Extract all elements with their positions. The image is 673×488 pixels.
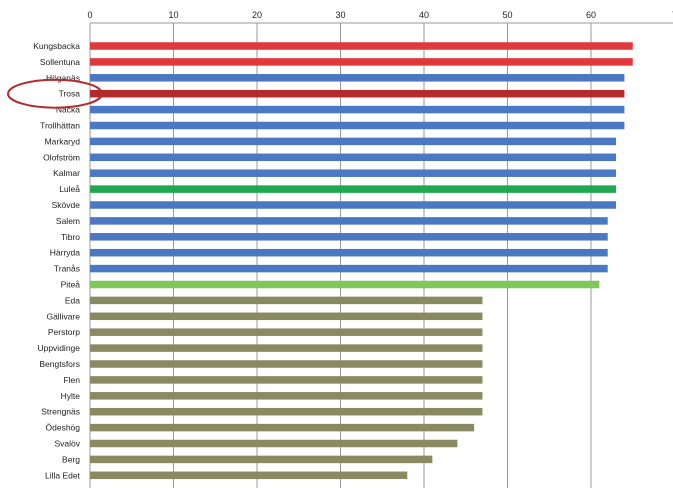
category-label: Berg: [62, 454, 80, 464]
category-label: Kungsbacka: [33, 41, 80, 51]
bar: [90, 217, 608, 225]
category-label: Hylte: [61, 391, 81, 401]
bar: [90, 185, 617, 193]
category-label: Ödeshög: [46, 423, 81, 433]
bar: [90, 233, 608, 241]
category-label: Salem: [56, 216, 80, 226]
bar: [90, 407, 483, 416]
x-tick-label: 60: [586, 10, 596, 20]
x-tick-label: 30: [335, 10, 345, 20]
category-label: Flen: [63, 375, 80, 385]
bar: [90, 471, 408, 480]
category-label: Luleå: [59, 184, 80, 194]
bar: [90, 455, 433, 464]
category-label: Gällivare: [46, 311, 80, 321]
x-tick-label: 50: [502, 10, 512, 20]
category-label: Nacka: [56, 105, 80, 115]
category-label: Markaryd: [45, 136, 81, 146]
category-label: Tranås: [54, 264, 80, 274]
bars: [90, 42, 633, 480]
annotation: [7, 78, 103, 109]
x-tick-label: 20: [252, 10, 262, 20]
category-label: Eda: [65, 295, 80, 305]
bar: [90, 169, 617, 177]
bar: [90, 360, 483, 368]
x-tick-label: 7: [672, 10, 673, 20]
category-label: Höganäs: [46, 73, 80, 83]
bar: [90, 248, 608, 257]
bar: [90, 312, 483, 321]
bar: [90, 137, 617, 146]
bar: [90, 89, 625, 98]
category-label: Bengtsfors: [39, 359, 80, 369]
category-label: Olofström: [43, 152, 80, 162]
bar: [90, 42, 633, 50]
category-label: Tibro: [61, 232, 80, 242]
category-label: Härryda: [50, 248, 81, 258]
bar: [90, 121, 625, 130]
category-label: Lilla Edet: [45, 470, 81, 480]
bar: [90, 376, 483, 384]
category-label: Kalmar: [53, 168, 80, 178]
bar: [90, 296, 483, 305]
bar: [90, 392, 483, 400]
category-label: Piteå: [61, 280, 81, 290]
bar: [90, 328, 483, 336]
category-label: Svalöv: [54, 439, 80, 449]
bar: [90, 423, 475, 432]
highlight-ellipse: [7, 78, 103, 109]
bar: [90, 280, 600, 289]
category-label: Perstorp: [48, 327, 80, 337]
bar: [90, 105, 625, 114]
bar: [90, 264, 608, 273]
y-axis: Kungsbacka Sollentuna Höganäs Trosa Nacka Tro…: [33, 41, 81, 480]
category-label: Trollhättan: [40, 121, 80, 131]
x-tick-label: 0: [87, 10, 92, 20]
bar: [90, 153, 617, 162]
category-label: Sollentuna: [40, 57, 80, 67]
bar: [90, 201, 617, 209]
bar: [90, 74, 625, 82]
bar: [90, 344, 483, 352]
category-label: Strengnäs: [41, 407, 80, 417]
bar: [90, 439, 458, 448]
x-tick-label: 40: [419, 10, 429, 20]
category-label: Trosa: [59, 89, 81, 99]
bar: [90, 58, 633, 66]
category-label: Uppvidinge: [37, 343, 80, 353]
x-tick-label: 10: [168, 10, 178, 20]
category-label: Skövde: [52, 200, 81, 210]
